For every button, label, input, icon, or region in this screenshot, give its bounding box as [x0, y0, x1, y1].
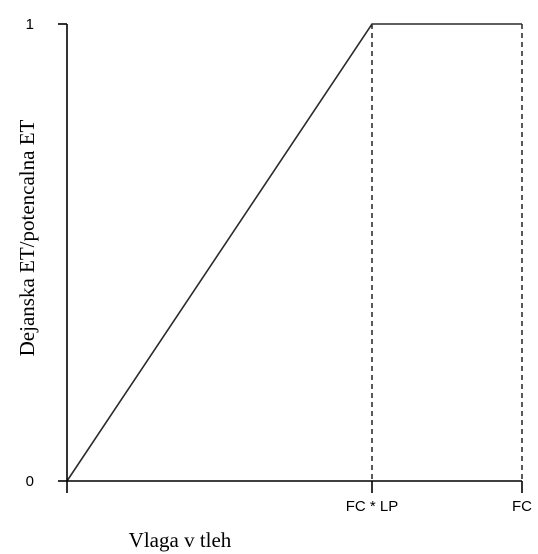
x-ticks: FC * LP FC: [66, 481, 532, 515]
y-axis-title: Dejanska ET/potencalna ET: [15, 119, 39, 356]
y-tick-label-1: 1: [26, 16, 34, 33]
y-ticks: 01: [26, 16, 67, 490]
x-tick-label-fclp: FC * LP: [346, 498, 399, 515]
x-tick-label-fc: FC: [512, 498, 532, 515]
y-tick-label-0: 0: [26, 473, 34, 490]
series-lines: [66, 23, 522, 482]
series-line-0: [66, 23, 522, 482]
guide-lines: [371, 24, 523, 481]
x-axis-title: Vlaga v tleh: [129, 528, 232, 552]
